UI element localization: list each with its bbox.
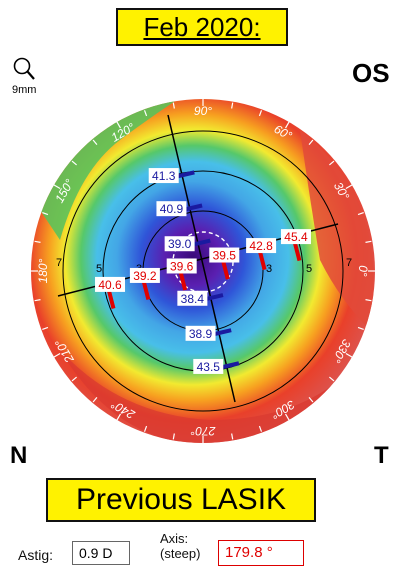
- degree-tick: [231, 433, 234, 440]
- degree-tick: [329, 376, 335, 382]
- degree-tick: [345, 182, 356, 190]
- degree-label: 90°: [194, 104, 212, 118]
- flat-reading: 40.9: [160, 202, 184, 216]
- degree-tick: [258, 110, 263, 117]
- reading-box: [148, 168, 179, 184]
- degree-label: 270°: [190, 424, 216, 438]
- flat-reading: 38.9: [189, 327, 213, 341]
- steep-reading: 39.6: [170, 259, 194, 273]
- astig-value-field: 0.9 D: [72, 541, 130, 565]
- steep-reading: 45.4: [284, 230, 308, 244]
- degree-tick: [143, 425, 148, 432]
- ring-7mm: [62, 130, 344, 412]
- degree-tick: [92, 139, 98, 145]
- degree-tick: [284, 413, 292, 424]
- degree-tick: [308, 139, 314, 145]
- ring-label-right: 7: [346, 257, 352, 269]
- degree-tick: [357, 326, 364, 331]
- temporal-label: T: [374, 442, 389, 469]
- reading-labels: 39.0 40.9 41.3 38.4 38.9 43.5 39.5 42.8 45.4 39.6…: [95, 168, 311, 374]
- degree-tick: [143, 110, 148, 117]
- reading-box: [166, 258, 197, 274]
- steep-reading: 40.6: [98, 278, 122, 292]
- degree-tick: [284, 118, 292, 129]
- degree-tick: [345, 352, 356, 360]
- reading-box: [280, 229, 311, 245]
- degree-tick: [50, 182, 61, 190]
- magnifier-icon[interactable]: [12, 56, 38, 84]
- reading-box: [246, 238, 277, 254]
- reading-box: [177, 290, 208, 306]
- degree-tick: [172, 433, 175, 440]
- degree-tick: [50, 352, 61, 360]
- degree-tick: [365, 299, 372, 302]
- ring-label-right: 3: [266, 263, 272, 275]
- zoom-label: 9mm: [12, 84, 37, 96]
- reading-box: [95, 276, 126, 292]
- degree-tick: [114, 118, 122, 129]
- reading-box: [209, 247, 240, 263]
- degree-tick: [231, 102, 234, 109]
- axis-label: Axis: (steep): [160, 531, 200, 561]
- degree-tick: [258, 425, 263, 432]
- axis-value-field: 179.8 °: [218, 540, 304, 566]
- nasal-label: N: [10, 442, 28, 469]
- degree-label: 0°: [356, 265, 370, 277]
- ring-label-left: 5: [96, 263, 102, 275]
- reading-box: [185, 325, 216, 341]
- degree-tick: [42, 211, 49, 216]
- degree-tick: [172, 102, 175, 109]
- degree-tick: [357, 211, 364, 216]
- reading-box: [164, 236, 195, 252]
- flat-reading: 39.0: [168, 237, 192, 251]
- degree-tick: [329, 160, 335, 166]
- ring-label-left: 7: [56, 257, 62, 269]
- flat-reading: 43.5: [197, 360, 221, 374]
- degree-tick: [71, 376, 77, 382]
- steep-reading: 39.5: [213, 249, 237, 263]
- degree-tick: [34, 299, 41, 302]
- exam-date: Feb 2020:: [143, 12, 261, 42]
- degree-tick: [92, 397, 98, 403]
- flat-reading: 38.4: [181, 292, 205, 306]
- degree-tick: [365, 240, 372, 243]
- degree-tick: [34, 240, 41, 243]
- corneal-disc: [31, 99, 375, 443]
- ring-label-right: 5: [306, 263, 312, 275]
- axis-label-line1: Axis:: [160, 531, 189, 546]
- date-banner: Feb 2020:: [116, 8, 288, 46]
- degree-tick: [42, 326, 49, 331]
- eye-label: OS: [352, 58, 390, 88]
- red-zone-inferior: [60, 350, 350, 443]
- degree-ticks: [27, 95, 379, 447]
- degree-tick: [308, 397, 314, 403]
- degree-label: 180°: [36, 258, 50, 283]
- astig-label: Astig:: [18, 547, 54, 563]
- flat-reading: 41.3: [152, 169, 176, 183]
- note-banner: Previous LASIK: [46, 478, 316, 522]
- zoom-control[interactable]: 9mm: [12, 56, 46, 96]
- steep-reading: 39.2: [133, 269, 157, 283]
- reading-box: [156, 201, 187, 217]
- degree-tick: [114, 413, 122, 424]
- degree-tick: [71, 160, 77, 166]
- steep-reading: 42.8: [249, 239, 273, 253]
- reading-box: [129, 267, 160, 283]
- axis-label-line2: (steep): [160, 546, 201, 561]
- reading-box: [193, 358, 224, 374]
